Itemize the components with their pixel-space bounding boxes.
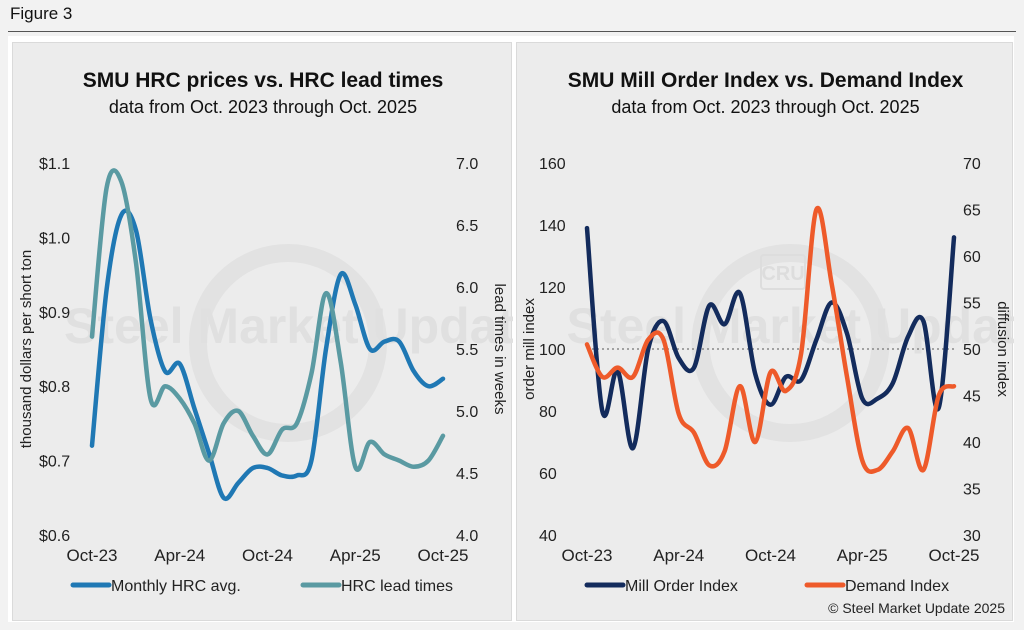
- x-tick-label: Apr-24: [154, 546, 205, 565]
- y-right-tick-label: 45: [963, 389, 981, 406]
- y-left-tick-label: 80: [539, 404, 557, 421]
- x-tick-label: Apr-25: [330, 546, 381, 565]
- chart-title: SMU Mill Order Index vs. Demand Index: [568, 69, 964, 92]
- y-right-tick-label: 5.5: [456, 342, 478, 359]
- series-line-monthly-hrc-avg-: [89, 208, 446, 502]
- y-right-axis-title: lead times in weeks: [491, 284, 508, 415]
- y-left-tick-label: 100: [539, 342, 566, 359]
- watermark-text: Steel Market Update: [567, 298, 1014, 354]
- y-left-tick-label: 160: [539, 156, 566, 173]
- y-left-tick-label: 120: [539, 280, 566, 297]
- y-right-tick-label: 6.5: [456, 218, 478, 235]
- y-right-tick-label: 40: [963, 435, 981, 452]
- x-tick-label: Oct-24: [242, 546, 293, 565]
- series-line-demand-index: [584, 205, 957, 474]
- y-right-tick-label: 50: [963, 342, 981, 359]
- x-tick-label: Apr-25: [837, 546, 888, 565]
- figure-divider: [8, 31, 1016, 32]
- series-line-hrc-lead-times: [89, 168, 446, 472]
- hrc-chart-panel: Steel Market Update SMU HRC prices vs. HR…: [12, 42, 513, 621]
- hrc-chart-svg: Steel Market Update SMU HRC prices vs. HR…: [18, 69, 513, 595]
- y-left-tick-label: $1.0: [39, 230, 70, 247]
- y-right-tick-label: 4.5: [456, 466, 478, 483]
- y-right-tick-label: 60: [963, 249, 981, 266]
- y-right-tick-label: 30: [963, 528, 981, 545]
- y-right-tick-label: 5.0: [456, 404, 478, 421]
- y-right-tick-label: 7.0: [456, 156, 478, 173]
- y-right-tick-label: 65: [963, 203, 981, 220]
- chart-subtitle: data from Oct. 2023 through Oct. 2025: [611, 97, 919, 117]
- y-left-tick-label: 40: [539, 528, 557, 545]
- y-left-tick-label: 140: [539, 218, 566, 235]
- watermark-logo-box: [760, 254, 806, 290]
- legend-label: Demand Index: [845, 578, 949, 595]
- y-left-tick-label: 60: [539, 466, 557, 483]
- mill-order-chart-panel: Steel Market Update CRU SMU Mill Order Ind…: [516, 42, 1014, 621]
- legend-label: Monthly HRC avg.: [111, 578, 241, 595]
- x-tick-label: Oct-24: [745, 546, 796, 565]
- x-tick-label: Oct-25: [417, 546, 468, 565]
- x-tick-label: Oct-25: [928, 546, 979, 565]
- chart-subtitle: data from Oct. 2023 through Oct. 2025: [109, 97, 417, 117]
- y-right-tick-label: 70: [963, 156, 981, 173]
- y-right-tick-label: 55: [963, 296, 981, 313]
- mill-order-chart-svg: Steel Market Update CRU SMU Mill Order Ind…: [521, 69, 1014, 616]
- x-tick-label: Oct-23: [66, 546, 117, 565]
- y-left-axis-title: order mill index: [521, 298, 538, 400]
- watermark-text: Steel Market Update: [64, 298, 513, 354]
- y-right-tick-label: 35: [963, 482, 981, 499]
- chart-title: SMU HRC prices vs. HRC lead times: [83, 69, 444, 92]
- y-left-tick-label: $0.9: [39, 305, 70, 322]
- watermark-logo: CRU: [761, 263, 804, 285]
- y-right-axis-title: diffusion index: [994, 301, 1011, 397]
- x-tick-label: Oct-23: [561, 546, 612, 565]
- y-left-tick-label: $0.8: [39, 379, 70, 396]
- watermark-swoosh: [189, 244, 387, 442]
- figure-label: Figure 3: [10, 4, 73, 23]
- y-left-tick-label: $0.6: [39, 528, 70, 545]
- legend-label: Mill Order Index: [625, 578, 738, 595]
- y-right-tick-label: 6.0: [456, 280, 478, 297]
- y-left-axis-title: thousand dollars per short ton: [18, 250, 35, 448]
- copyright-text: © Steel Market Update 2025: [828, 600, 1005, 616]
- legend-label: HRC lead times: [341, 578, 453, 595]
- y-left-tick-label: $1.1: [39, 156, 70, 173]
- y-right-tick-label: 4.0: [456, 528, 478, 545]
- x-tick-label: Apr-24: [653, 546, 704, 565]
- y-left-tick-label: $0.7: [39, 454, 70, 471]
